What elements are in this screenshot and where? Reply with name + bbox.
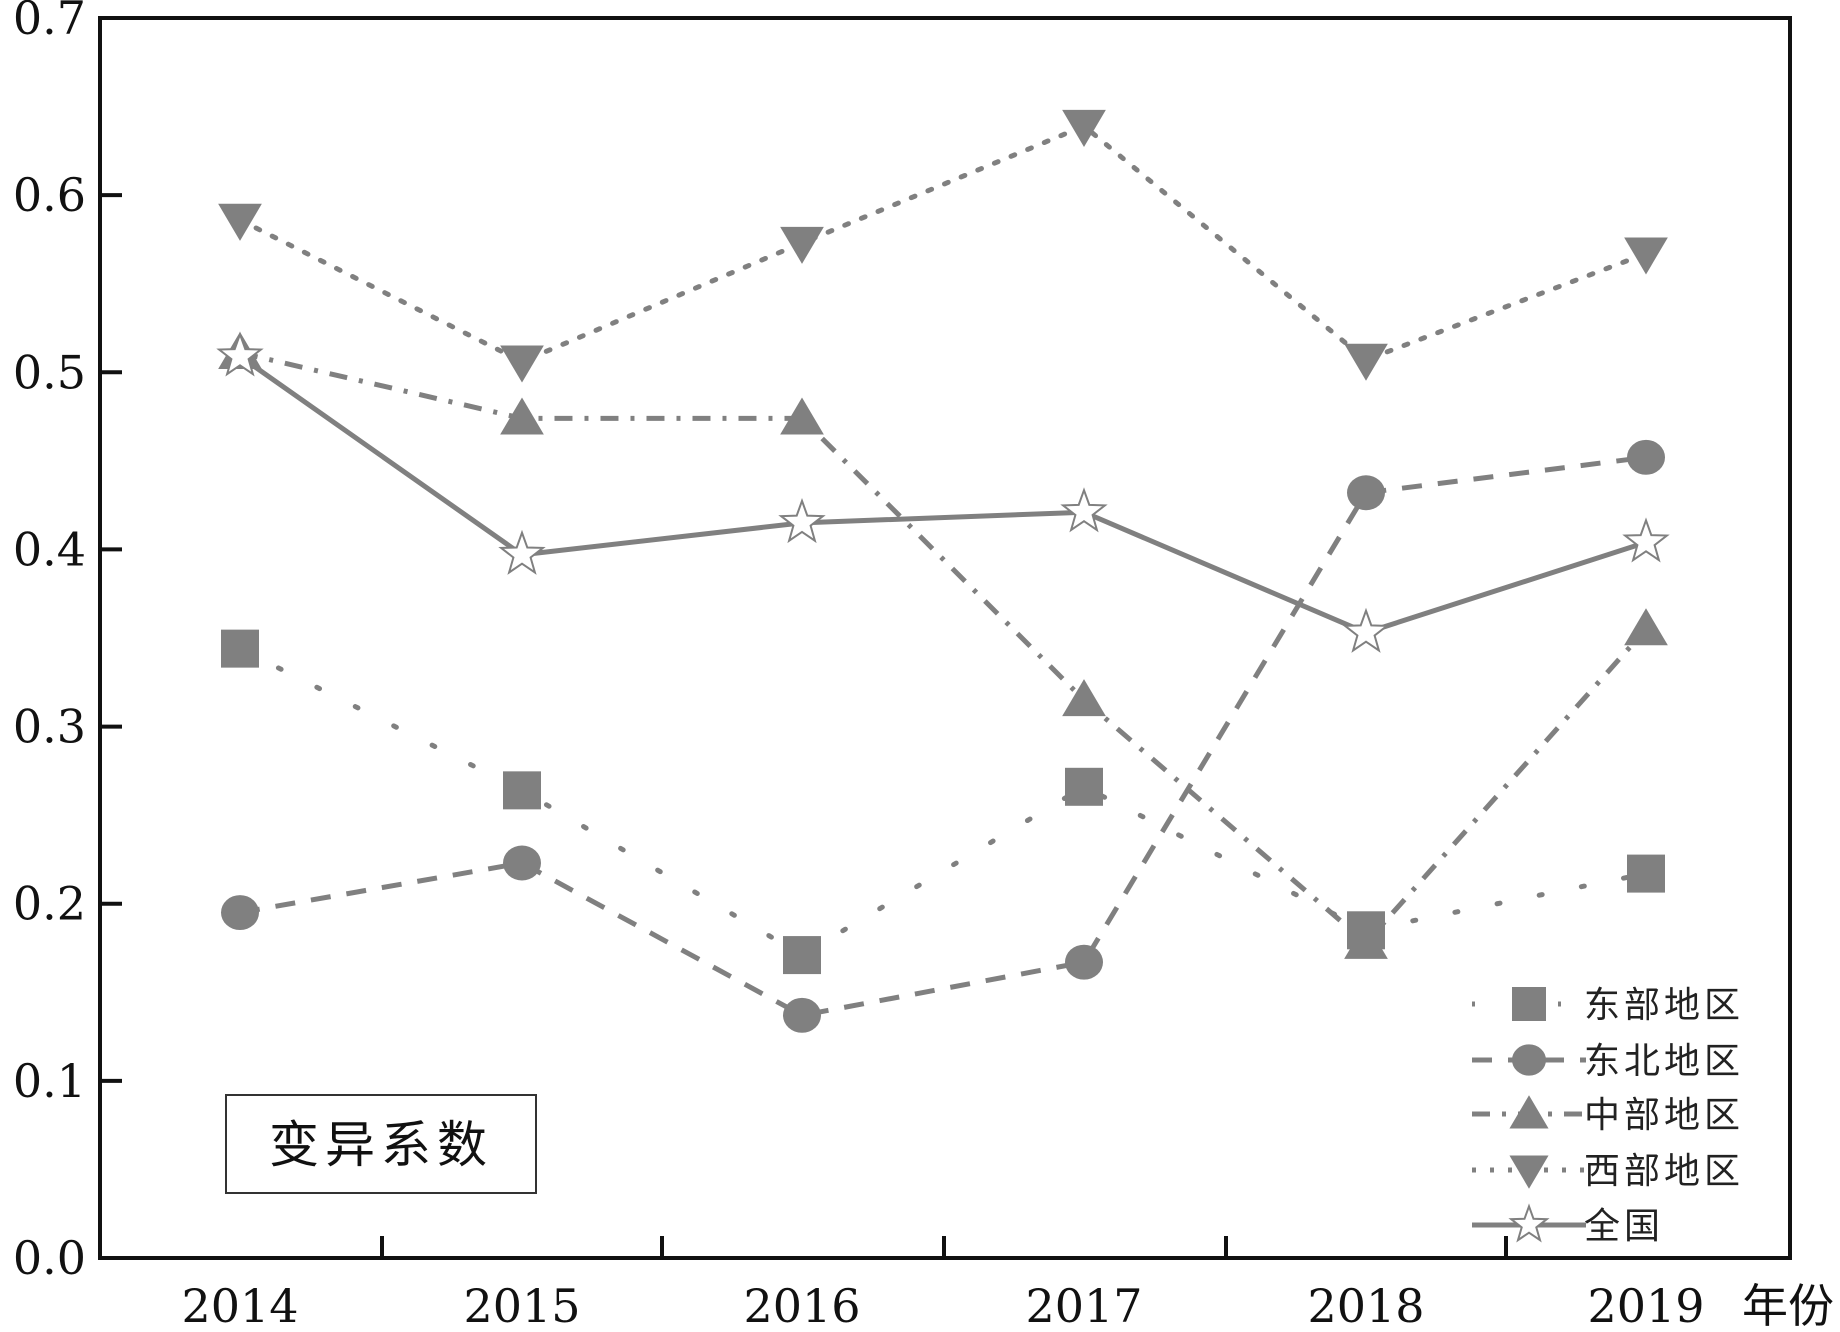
data-point-circle [503, 845, 541, 881]
legend-label: 中部地区 [1584, 1095, 1744, 1136]
data-point-triangle-down [500, 345, 544, 383]
data-point-star [1060, 487, 1108, 533]
legend-marker-star [1508, 1203, 1550, 1243]
legend-item: 中部地区 [1472, 1095, 1744, 1136]
legend-marker-triangle-up [1509, 1095, 1549, 1129]
data-point-star [1622, 517, 1670, 563]
series-line [237, 646, 1649, 958]
legend-item: 西部地区 [1472, 1151, 1744, 1192]
series-0 [221, 629, 1665, 975]
legend-marker-square [1512, 987, 1546, 1021]
data-point-circle [221, 895, 259, 931]
series-4 [216, 331, 1670, 653]
data-point-triangle-down [1624, 237, 1668, 275]
y-tick-label: 0.0 [13, 1231, 86, 1285]
annotation-text: 变异系数 [269, 1116, 493, 1174]
data-point-circle [1065, 944, 1103, 980]
data-point-triangle-up [1344, 921, 1388, 959]
y-tick-label: 0.5 [13, 345, 86, 399]
data-point-square [503, 771, 541, 810]
legend-label: 全国 [1584, 1206, 1664, 1247]
data-point-square [221, 629, 259, 668]
y-tick-label: 0.7 [13, 0, 86, 45]
data-point-star [216, 331, 264, 377]
x-tick-label: 2016 [743, 1279, 860, 1332]
series-line [239, 350, 1648, 947]
x-tick-label: 2019 [1587, 1279, 1704, 1332]
data-point-triangle-up [1062, 679, 1106, 717]
x-tick-label: 2017 [1025, 1279, 1142, 1332]
data-point-square [783, 936, 821, 975]
x-axis-unit-label: 年份 [1742, 1279, 1834, 1332]
legend-label: 东北地区 [1584, 1041, 1744, 1082]
series-layer [216, 109, 1670, 1033]
legend-item: 全国 [1472, 1203, 1664, 1247]
series-1 [221, 439, 1665, 1033]
data-point-triangle-up [500, 397, 544, 435]
legend-marker-triangle-down [1509, 1155, 1549, 1189]
data-point-circle [783, 997, 821, 1033]
y-tick-label: 0.2 [13, 877, 86, 931]
y-tick-label: 0.4 [13, 522, 86, 576]
axis-layer: 0.0 0.1 0.2 0.3 0.4 0.5 0.6 0.7 2014 2015 2016 2017… [13, 0, 1705, 1332]
series-line [237, 123, 1649, 365]
annotation-box: 变异系数 [225, 1094, 537, 1194]
y-tick-label: 0.6 [13, 168, 86, 222]
x-tick-label: 2018 [1307, 1279, 1424, 1332]
legend-item: 东北地区 [1472, 1041, 1744, 1082]
data-point-star [498, 529, 546, 575]
data-point-triangle-up [1624, 608, 1668, 646]
x-tick-label: 2014 [181, 1279, 298, 1332]
legend-label: 西部地区 [1584, 1151, 1744, 1192]
series-line [238, 354, 1647, 636]
data-point-star [1342, 607, 1390, 653]
x-tick-label: 2015 [463, 1279, 580, 1332]
series-3 [218, 109, 1668, 383]
data-point-triangle-down [1062, 109, 1106, 147]
data-point-triangle-down [1344, 343, 1388, 381]
data-point-triangle-down [780, 226, 824, 264]
data-point-square [1627, 854, 1665, 893]
legend-marker-circle [1512, 1044, 1546, 1076]
y-tick-label: 0.1 [13, 1054, 86, 1108]
data-point-triangle-down [218, 203, 262, 241]
data-point-circle [1347, 475, 1385, 511]
data-point-star [778, 497, 826, 544]
data-point-circle [1627, 439, 1665, 475]
legend-item: 东部地区 [1472, 985, 1744, 1026]
y-tick-label: 0.3 [13, 700, 86, 754]
series-line [239, 454, 1647, 1018]
annotation-frame [225, 1094, 537, 1194]
legend-label: 东部地区 [1584, 985, 1744, 1026]
data-point-square [1065, 767, 1103, 806]
data-point-triangle-up [780, 397, 824, 435]
series-2 [218, 331, 1668, 959]
